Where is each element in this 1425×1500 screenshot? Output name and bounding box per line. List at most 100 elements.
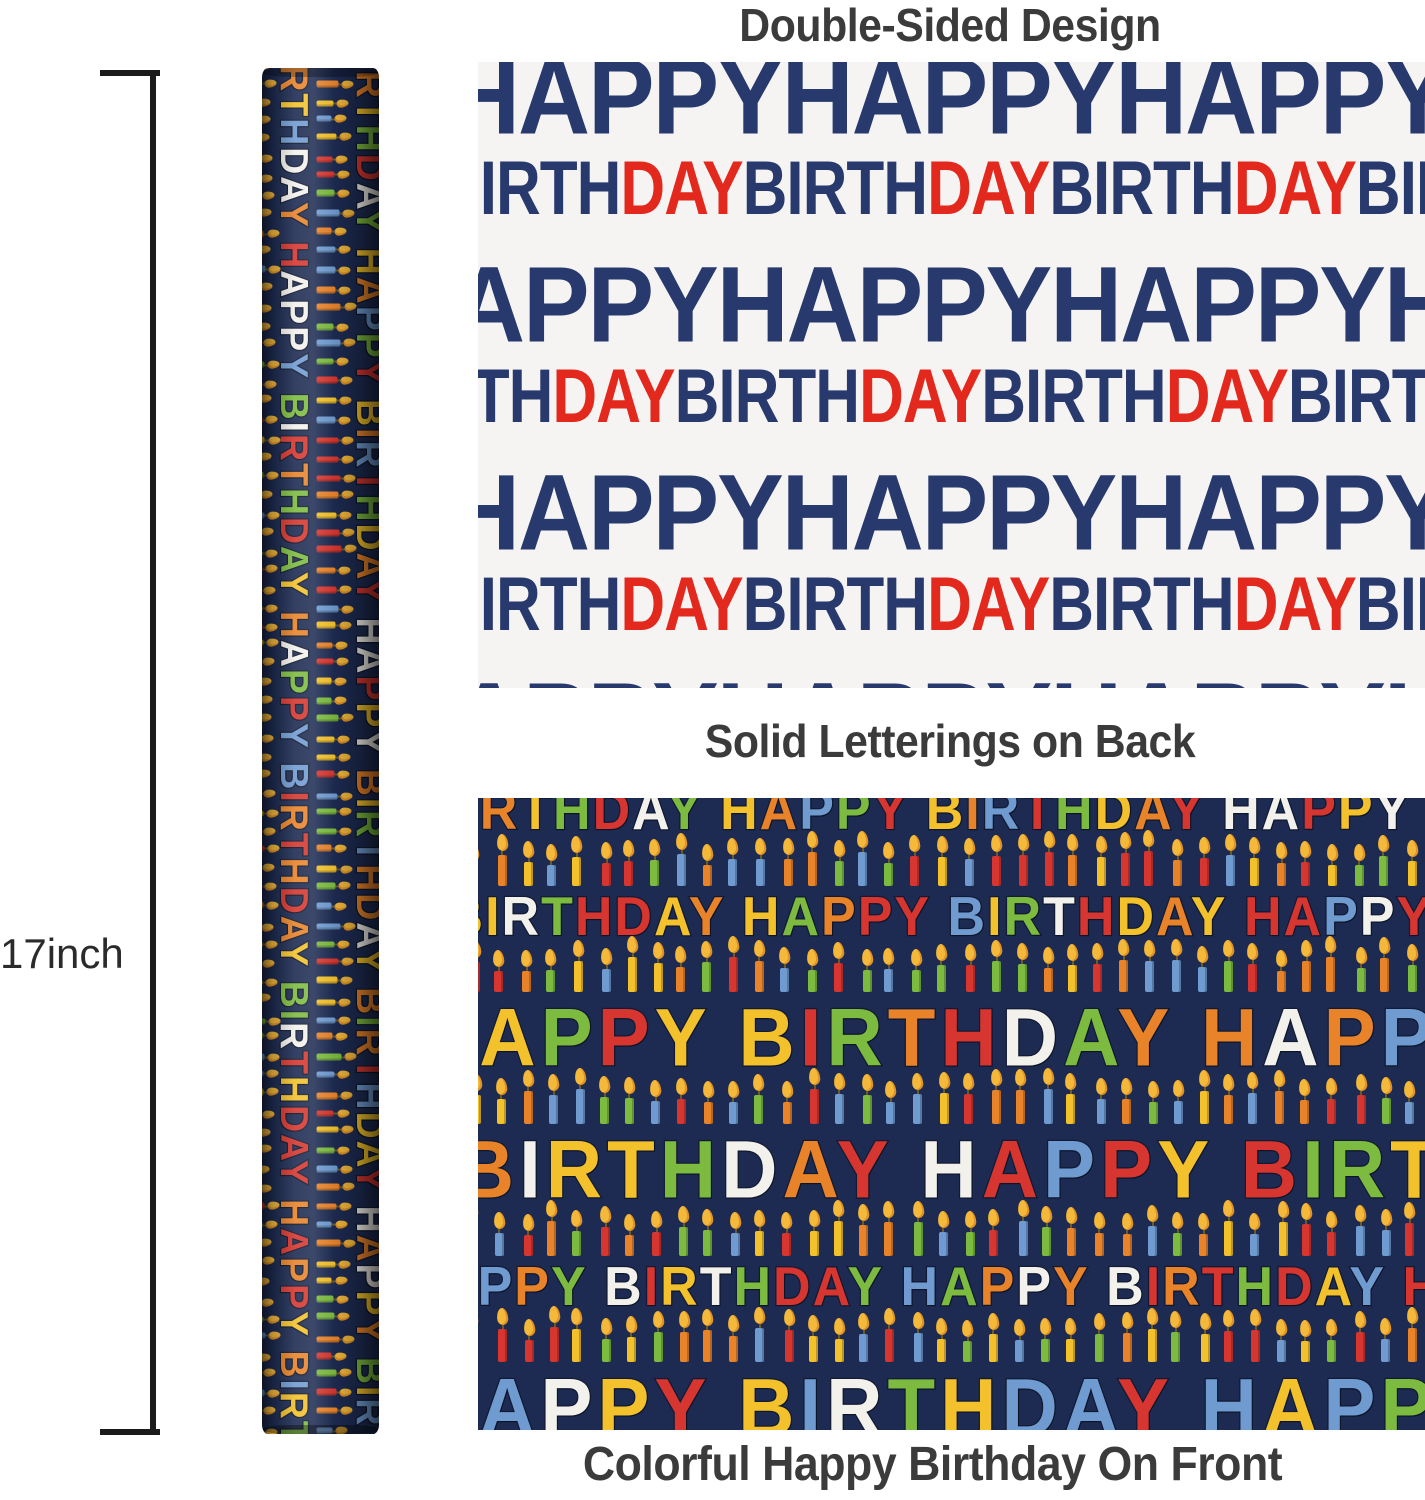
birthday-candle-icon [262,450,272,461]
birthday-candle-icon [1406,1306,1420,1362]
word-birth: BIRTH [478,563,621,648]
roll-pattern-surface: BIRTHDAY HAPPY BIRTHDAY HAPPY BIRTHDAY B… [262,68,379,1434]
birthday-candle-icon [315,695,349,706]
candle-body [523,1091,533,1124]
candle-wick [887,964,890,970]
letter-A: A [271,1226,318,1258]
letter-H: H [1054,798,1095,842]
birthday-candle-icon [1246,942,1260,992]
candle-flame-icon [336,768,350,779]
candle-body [679,1331,689,1362]
candle-body [315,865,337,872]
word-day: DAY [1165,355,1289,440]
candle-body [1148,1226,1158,1256]
letter-Y: Y [835,1122,894,1216]
candle-wick [1411,855,1414,861]
candle-flame-icon [338,826,352,836]
birthday-candle-icon [262,752,272,763]
candle-wick [862,1329,865,1335]
birthday-candle-icon [315,435,354,446]
candle-flame-icon [337,565,351,575]
candle-flame-icon [333,695,347,705]
birthday-candle-icon [262,1352,272,1363]
candle-wick [837,958,840,964]
candle-body [315,770,335,777]
word-birth: BIRTH [674,355,860,440]
birthday-candle-icon [315,863,352,874]
candle-flame-icon [267,1016,281,1026]
birthday-candle-icon [315,244,351,255]
letter-H: H [659,1122,722,1216]
birthday-candle-icon [1298,1078,1312,1124]
birthday-candle-icon [1377,834,1391,886]
candle-body [1096,1099,1106,1124]
candle-body [1226,854,1236,886]
letter-R: R [1161,1256,1202,1318]
candle-body [1223,1330,1233,1362]
candle-flame-icon [262,450,272,461]
birthday-candle-icon [315,880,351,891]
letter-space [711,1361,738,1430]
candle-body [498,1329,508,1362]
candle-wick [653,855,656,861]
word-birth: BIRTH [742,147,928,232]
birthday-candle-icon [1146,1078,1161,1124]
birthday-candle-icon [1042,946,1056,992]
birthday-candle-icon [1352,840,1367,886]
birthday-candle-icon [315,826,352,837]
letter-Y: Y [347,576,379,606]
birthday-candle-icon [262,321,272,331]
candle-body [835,861,845,886]
candle-row [478,829,1425,886]
birthday-candle-icon [1143,939,1157,992]
candle-flame-icon [262,768,271,778]
candle-wick [1071,849,1074,855]
letter-I: I [642,1256,661,1318]
candle-body [524,1339,534,1362]
candle-body [1173,1233,1183,1256]
birthday-candle-icon [315,1181,355,1192]
candle-body [1380,1339,1390,1362]
candle-wick [604,1222,607,1228]
candle-wick [1330,1226,1333,1232]
letter-A: A [780,886,822,948]
candle-flame-icon [936,1210,950,1229]
candle-body [574,961,584,992]
candle-wick [1251,1087,1254,1093]
candle-flame-icon [339,1163,353,1174]
candle-body [547,1221,557,1256]
birthday-candle-icon [315,901,349,911]
candle-body [1356,967,1366,992]
pattern-row-small: BIRTHDAY HAPPY BIRTHDAY HAPPY BIRTHDAY B… [271,68,318,1434]
letter-A: A [1062,1360,1117,1430]
candle-flame-icon [262,303,271,313]
word-birth: BIRTH [1355,563,1425,648]
birthday-candle-icon [262,939,278,950]
candle-body [315,807,336,815]
candle-flame-icon [335,1293,349,1304]
birthday-candle-icon [674,945,688,992]
birthday-candle-icon [315,1367,352,1378]
candle-wick [917,1216,920,1222]
candle-body [1199,857,1209,886]
candle-wick [861,847,864,853]
birthday-candle-icon [599,1316,614,1362]
birthday-candle-icon [262,379,277,390]
candle-wick [1330,1334,1333,1340]
birthday-candle-icon [677,1205,691,1256]
candle-body [624,861,634,886]
birthday-candle-icon [1015,942,1030,992]
birthday-candle-icon [315,712,354,723]
birthday-candle-icon [882,946,896,992]
pattern-row-birthday: BIRTHDAYBIRTHDAYBIRTHDAYBIRTHDAYBIRTHDAY… [478,151,1425,228]
birthday-candle-icon [315,169,350,180]
birthday-candle-icon [262,114,272,125]
birthday-candle-icon [262,97,272,108]
birthday-candle-icon [315,510,352,521]
candle-wick [1098,1227,1101,1233]
candle-flame-icon [262,733,274,743]
letter-H: H [1401,1257,1425,1318]
candle-body [1144,850,1154,886]
birthday-candle-icon [262,303,272,313]
candle-flame-icon [262,1182,272,1193]
